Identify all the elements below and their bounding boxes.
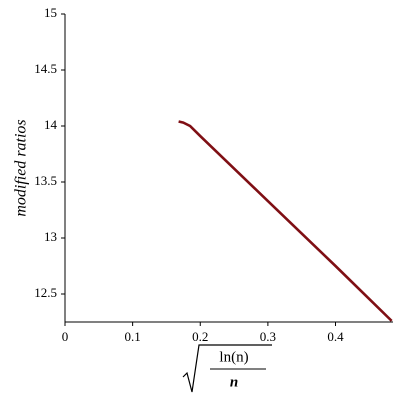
- radical-sign: [182, 344, 272, 393]
- x-tick-label: 0: [62, 329, 69, 344]
- y-tick-label: 12.5: [34, 285, 57, 300]
- y-axis-label: modified ratios: [13, 119, 30, 216]
- x-label-numerator: ln(n): [219, 349, 248, 365]
- x-label-denominator: n: [230, 374, 238, 390]
- x-tick-label: 0.2: [192, 329, 208, 344]
- y-tick-label: 15: [44, 5, 57, 20]
- x-tick-label: 0.1: [125, 329, 141, 344]
- data-line: [178, 120, 393, 322]
- x-tick-label: 0.3: [260, 329, 276, 344]
- y-tick-label: 14.5: [34, 61, 57, 76]
- y-tick-label: 13.5: [34, 173, 57, 188]
- x-tick-label: 0.4: [327, 329, 344, 344]
- y-tick-label: 14: [44, 117, 58, 132]
- y-tick-label: 13: [44, 229, 57, 244]
